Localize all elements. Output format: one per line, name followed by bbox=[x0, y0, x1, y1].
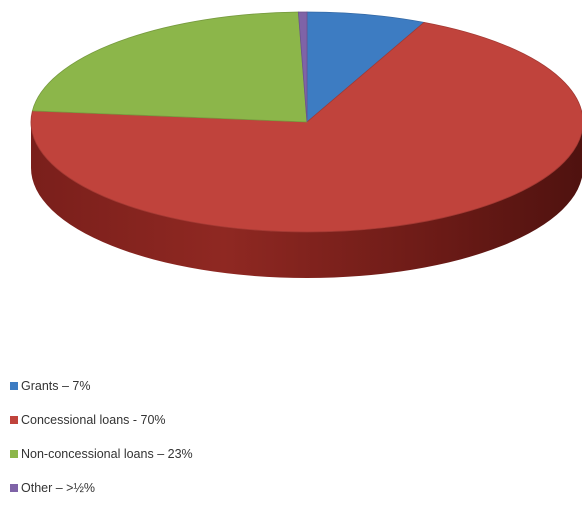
legend-label-concessional-loans: Concessional loans - 70% bbox=[21, 413, 166, 427]
legend-swatch-other bbox=[10, 484, 18, 492]
legend-swatch-concessional-loans bbox=[10, 416, 18, 424]
legend-item-non-concessional-loans: Non-concessional loans – 23% bbox=[10, 446, 193, 462]
pie-chart: Grants – 7% Concessional loans - 70% Non… bbox=[0, 0, 582, 501]
legend: Grants – 7% Concessional loans - 70% Non… bbox=[10, 378, 193, 514]
legend-label-grants: Grants – 7% bbox=[21, 379, 90, 393]
legend-swatch-non-concessional-loans bbox=[10, 450, 18, 458]
legend-item-concessional-loans: Concessional loans - 70% bbox=[10, 412, 193, 428]
pie-slice-non-concessional-loans bbox=[32, 12, 307, 122]
legend-item-other: Other – >½% bbox=[10, 480, 193, 496]
legend-label-non-concessional-loans: Non-concessional loans – 23% bbox=[21, 447, 193, 461]
legend-item-grants: Grants – 7% bbox=[10, 378, 193, 394]
pie-top-face bbox=[31, 12, 582, 232]
legend-swatch-grants bbox=[10, 382, 18, 390]
legend-label-other: Other – >½% bbox=[21, 481, 95, 495]
